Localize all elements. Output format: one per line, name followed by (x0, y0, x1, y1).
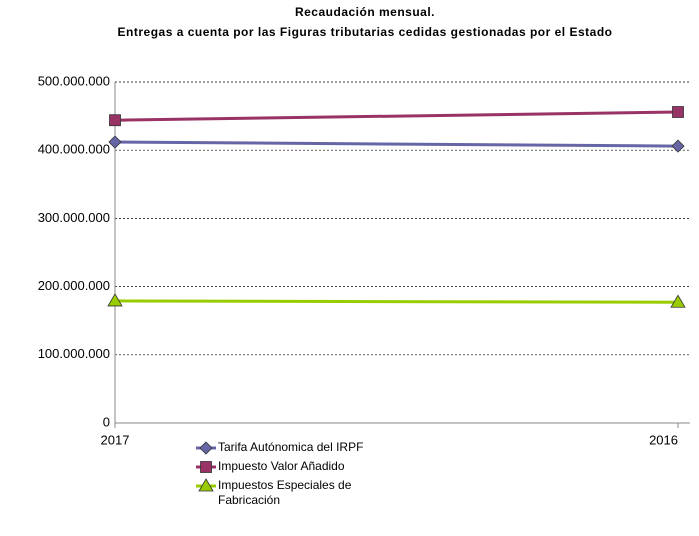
legend: Tarifa Autónomica del IRPF Impuesto Valor… (196, 440, 366, 512)
marker (107, 293, 123, 307)
x-tick-label: 2016 (649, 432, 678, 447)
marker (199, 441, 213, 455)
y-tick-label: 100.000.000 (38, 346, 110, 361)
marker (200, 461, 212, 473)
series-line (114, 140, 679, 148)
y-tick-label: 0 (103, 414, 110, 429)
y-tick-label: 200.000.000 (38, 278, 110, 293)
series-line (114, 110, 679, 122)
chart-title: Recaudación mensual. (295, 5, 435, 19)
marker (198, 478, 214, 492)
legend-swatch (196, 441, 216, 455)
y-tick-label: 500.000.000 (38, 73, 110, 88)
legend-item: Tarifa Autónomica del IRPF (196, 440, 366, 455)
marker (672, 106, 684, 118)
y-tick-label: 300.000.000 (38, 210, 110, 225)
legend-label: Tarifa Autónomica del IRPF (218, 440, 364, 454)
chart-subtitle: Entregas a cuenta por las Figuras tribut… (118, 25, 613, 39)
y-tick-label: 400.000.000 (38, 142, 110, 157)
legend-swatch (196, 478, 216, 492)
marker (670, 294, 686, 308)
legend-item: Impuestos Especiales de Fabricación (196, 478, 366, 508)
x-tick-label: 2017 (101, 432, 130, 447)
legend-label: Impuestos Especiales de Fabricación (218, 478, 352, 507)
marker (109, 114, 121, 127)
legend-swatch (196, 461, 216, 473)
legend-label: Impuesto Valor Añadido (218, 459, 345, 473)
legend-item: Impuesto Valor Añadido (196, 459, 366, 474)
series-line (114, 299, 679, 304)
marker (671, 139, 685, 153)
marker (108, 135, 122, 149)
